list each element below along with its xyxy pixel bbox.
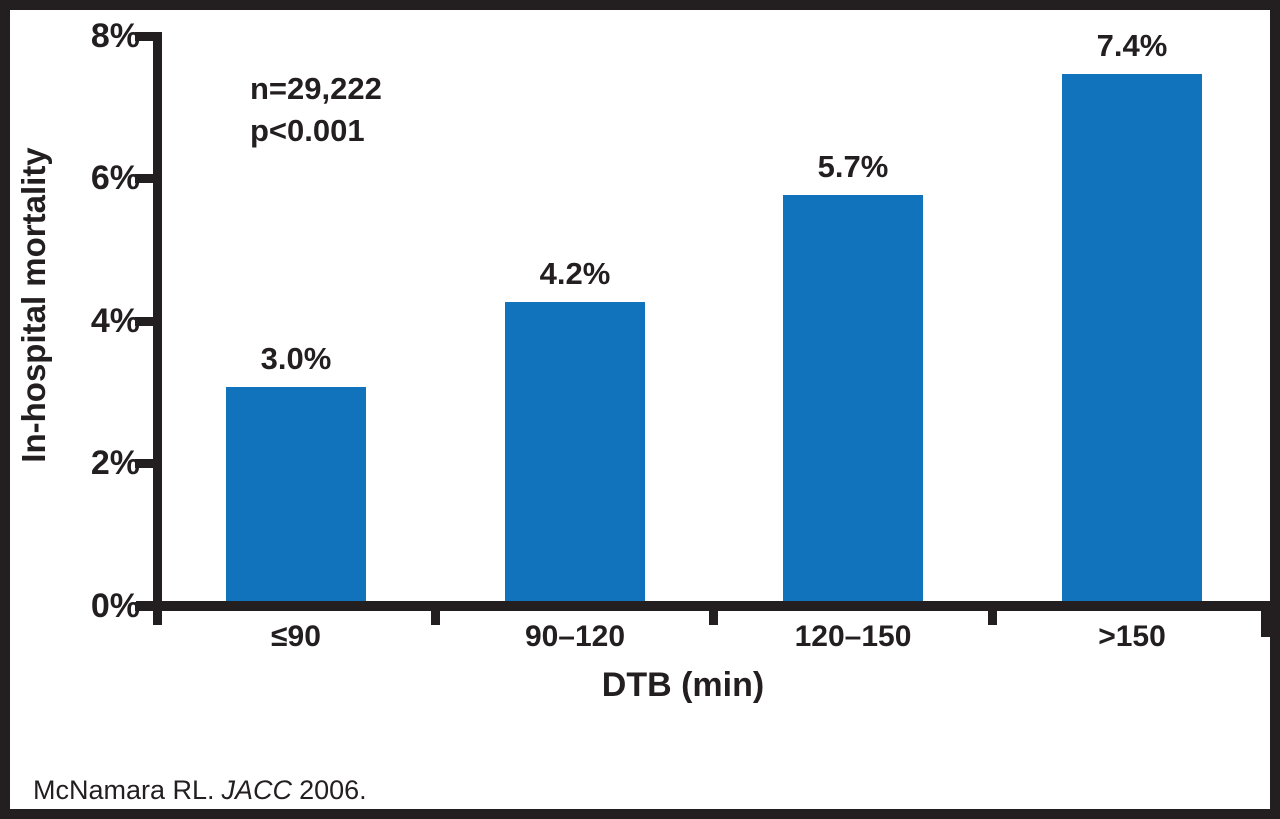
bar bbox=[505, 302, 645, 601]
bar-group-90-120: 4.2% bbox=[475, 256, 675, 601]
y-tick-8 bbox=[135, 32, 157, 41]
bar-value-label: 3.0% bbox=[260, 341, 332, 376]
p-value-annotation: p<0.001 bbox=[250, 113, 365, 148]
y-axis-line bbox=[153, 32, 162, 625]
bar-value-label: 5.7% bbox=[817, 149, 889, 184]
y-tick-label: 8% bbox=[90, 17, 140, 55]
bar bbox=[1062, 74, 1202, 601]
bar-group-le90: 3.0% bbox=[196, 341, 396, 601]
bar bbox=[783, 195, 923, 601]
x-category-label: 120–150 bbox=[794, 620, 912, 653]
x-category-label: ≤90 bbox=[271, 620, 321, 653]
bar bbox=[226, 387, 366, 601]
y-tick-label: 2% bbox=[90, 444, 140, 482]
citation: McNamara RL. JACC 2006. bbox=[33, 775, 367, 806]
annotation-block: n=29,222 p<0.001 bbox=[250, 68, 382, 152]
x-tick-right-end bbox=[1261, 611, 1270, 637]
bar-value-label: 4.2% bbox=[539, 256, 611, 291]
x-category-label: >150 bbox=[1098, 620, 1166, 653]
bar-group-gt150: 7.4% bbox=[1032, 28, 1232, 601]
x-tick-boundary-2 bbox=[709, 611, 718, 625]
y-tick-6 bbox=[135, 174, 157, 183]
y-tick-label: 6% bbox=[90, 159, 140, 197]
y-axis-title: In-hospital mortality bbox=[15, 147, 52, 463]
citation-journal-name: JACC bbox=[221, 775, 293, 805]
citation-year: 2006. bbox=[299, 775, 367, 805]
citation-author: McNamara RL. bbox=[33, 775, 215, 805]
x-axis-title: DTB (min) bbox=[601, 666, 765, 704]
x-category-label: 90–120 bbox=[524, 620, 626, 653]
bar-group-120-150: 5.7% bbox=[753, 149, 953, 601]
bar-value-label: 7.4% bbox=[1096, 28, 1168, 63]
x-tick-boundary-1 bbox=[431, 611, 440, 625]
x-tick-boundary-3 bbox=[988, 611, 997, 625]
y-tick-label: 4% bbox=[90, 302, 140, 340]
y-tick-2 bbox=[135, 459, 157, 468]
y-tick-4 bbox=[135, 317, 157, 326]
y-tick-label: 0% bbox=[90, 587, 140, 625]
sample-size-annotation: n=29,222 bbox=[250, 71, 382, 106]
y-tick-0 bbox=[135, 602, 157, 611]
x-axis-line bbox=[136, 601, 1271, 611]
